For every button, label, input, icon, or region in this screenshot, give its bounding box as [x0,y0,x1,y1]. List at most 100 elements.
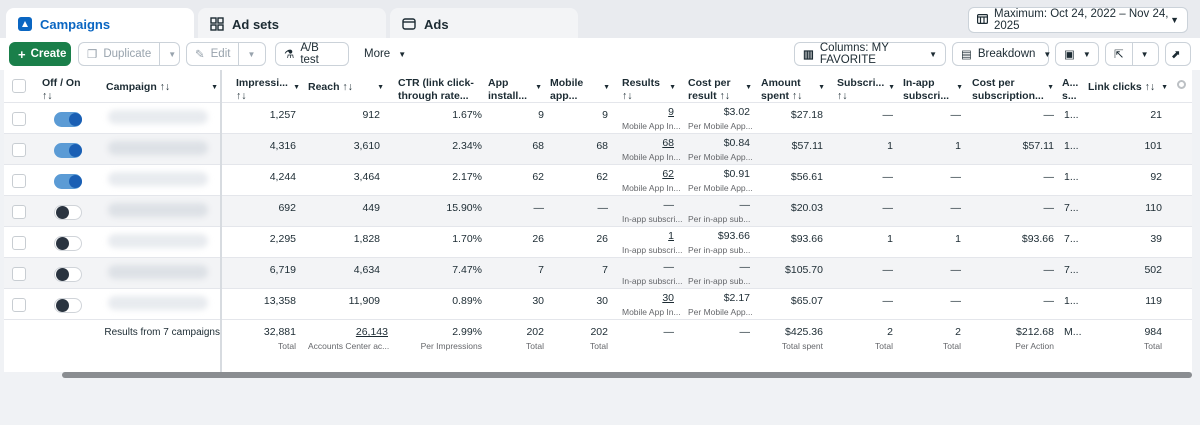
col-subscriptions[interactable]: Subscri... ↑↓ ▼ [837,70,901,102]
cell-app: 68 [532,140,544,152]
cell-results[interactable]: — In-app subscri... [622,199,683,224]
campaigns-table: Off / On ↑↓ Campaign ↑↓ ▼ Impressi... ↑↓ ▼ R… [4,70,1192,372]
campaign-toggle[interactable] [54,298,82,313]
col-ctr[interactable]: CTR (link click-through rate... [398,70,484,102]
col-in-app-subscriptions[interactable]: In-app subscri... ▼ [903,70,969,102]
reports-icon: ▣ [1064,49,1075,61]
sort-icon: ↑↓ [236,90,247,102]
chevron-down-icon: ▼ [398,49,407,59]
col-cost-per-result[interactable]: Cost per result ↑↓ ▼ [688,70,758,102]
campaign-toggle[interactable] [54,205,82,220]
ab-test-button[interactable]: ⚗ A/B test [275,42,349,66]
column-settings-icon[interactable] [1177,80,1186,89]
campaign-toggle[interactable] [54,236,82,251]
col-label: Subscri... [837,77,885,89]
col-results[interactable]: Results ↑↓ ▼ [622,70,682,102]
chevron-down-icon: ▼ [888,84,895,91]
col-label: Results [622,77,660,89]
cell-as: 7... [1064,264,1079,276]
col-campaign[interactable]: Campaign ↑↓ ▼ [106,70,224,102]
cell-mobile: 68 [596,140,608,152]
columns-button[interactable]: ▥ Columns: MY FAVORITE ▼ [794,42,946,66]
campaign-toggle[interactable] [54,143,82,158]
horizontal-scrollbar[interactable] [62,372,1192,378]
row-checkbox[interactable] [12,236,26,250]
select-all-checkbox[interactable] [12,79,26,93]
tab-label: Campaigns [40,16,111,32]
cell-results[interactable]: 9 Mobile App In... [622,106,681,131]
campaign-name-redacted[interactable] [108,234,208,248]
cell-results[interactable]: 30 Mobile App In... [622,292,681,317]
campaign-name-redacted[interactable] [108,110,208,124]
campaign-toggle[interactable] [54,174,82,189]
columns-label: Columns: MY FAVORITE [819,42,889,66]
chevron-down-icon: ▼ [603,84,610,91]
cell-results[interactable]: 68 Mobile App In... [622,137,681,162]
create-button[interactable]: + Create [9,42,71,66]
col-a[interactable]: A... s... [1062,70,1084,102]
row-checkbox[interactable] [12,298,26,312]
tab-bar: Campaigns Ad sets Ads Maximum: Oct 24, 2… [0,0,1200,40]
cell-results[interactable]: 62 Mobile App In... [622,168,681,193]
edit-button[interactable]: ✎ Edit ▼ [186,42,266,66]
tab-ad-sets[interactable]: Ad sets [198,8,386,40]
cell-results[interactable]: — In-app subscri... [622,261,683,286]
col-label: CTR (link click- [398,77,474,89]
col-label: through rate... [398,90,469,102]
breakdown-button[interactable]: ▤ Breakdown ▼ [952,42,1051,66]
row-checkbox[interactable] [12,267,26,281]
col-label: Link clicks ↑↓ [1088,81,1156,93]
cell-reach: 11,909 [348,295,380,307]
footer-results: — [663,326,675,338]
campaign-name-redacted[interactable] [108,172,208,186]
cell-cpr: $0.91 Per Mobile App... [688,168,753,193]
date-range-picker[interactable]: Maximum: Oct 24, 2022 – Nov 24, 2025 ▼ [968,7,1188,33]
reports-button[interactable]: ▣ ▼ [1055,42,1099,66]
chevron-down-icon: ▼ [211,84,218,91]
table-row[interactable]: 692 449 15.90% — — — In-app subscri... — Per in-… [4,196,1192,227]
col-off-on[interactable]: Off / On ↑↓ [42,70,100,102]
col-mobile-app[interactable]: Mobile app... ▼ [550,70,616,102]
col-cost-per-subscription[interactable]: Cost per subscription... ▼ [972,70,1060,102]
cell-subs: — [882,171,894,183]
row-checkbox[interactable] [12,174,26,188]
campaign-name-redacted[interactable] [108,296,208,310]
cell-ctr: 0.89% [452,295,482,307]
row-checkbox[interactable] [12,143,26,157]
cell-cps: — [1043,264,1055,276]
col-app-installs[interactable]: App install... ▼ [488,70,548,102]
tab-ads[interactable]: Ads [390,8,578,40]
campaign-toggle[interactable] [54,267,82,282]
export-button[interactable]: ⇱ ▼ [1105,42,1159,66]
col-amount-spent[interactable]: Amount spent ↑↓ ▼ [761,70,831,102]
flask-icon: ⚗ [284,49,295,61]
table-row[interactable]: 1,257 912 1.67% 9 9 9 Mobile App In... $3.02 Per… [4,103,1192,134]
cell-results[interactable]: 1 In-app subscri... [622,230,683,255]
duplicate-button[interactable]: ❐ Duplicate ▼ [78,42,180,66]
table-row[interactable]: 13,358 11,909 0.89% 30 30 30 Mobile App In... $… [4,289,1192,320]
table-row[interactable]: 4,244 3,464 2.17% 62 62 62 Mobile App In... $0.… [4,165,1192,196]
col-label: Cost per [688,77,731,89]
table-row[interactable]: 6,719 4,634 7.47% 7 7 — In-app subscri... — Per … [4,258,1192,289]
row-checkbox[interactable] [12,205,26,219]
cell-cps: — [1043,171,1055,183]
table-row[interactable]: 4,316 3,610 2.34% 68 68 68 Mobile App In... $0.… [4,134,1192,165]
cell-spent: $56.61 [790,171,823,183]
cell-app: — [533,202,545,214]
chevron-down-icon: ▼ [535,84,542,91]
cell-spent: $105.70 [785,264,823,276]
table-row[interactable]: 2,295 1,828 1.70% 26 26 1 In-app subscri... $93… [4,227,1192,258]
col-impressions[interactable]: Impressi... ↑↓ ▼ [236,70,306,102]
campaign-toggle[interactable] [54,112,82,127]
col-link-clicks[interactable]: Link clicks ↑↓ ▼ [1088,70,1174,102]
col-reach[interactable]: Reach ↑↓ ▼ [308,70,390,102]
cell-app: 7 [538,264,544,276]
campaign-name-redacted[interactable] [108,203,208,217]
campaign-name-redacted[interactable] [108,141,208,155]
chart-button[interactable]: ⬈ [1165,42,1191,66]
more-button[interactable]: More ▼ [356,42,412,66]
tab-campaigns[interactable]: Campaigns [6,8,194,40]
col-label: s... [1062,90,1077,102]
row-checkbox[interactable] [12,112,26,126]
campaign-name-redacted[interactable] [108,265,208,279]
